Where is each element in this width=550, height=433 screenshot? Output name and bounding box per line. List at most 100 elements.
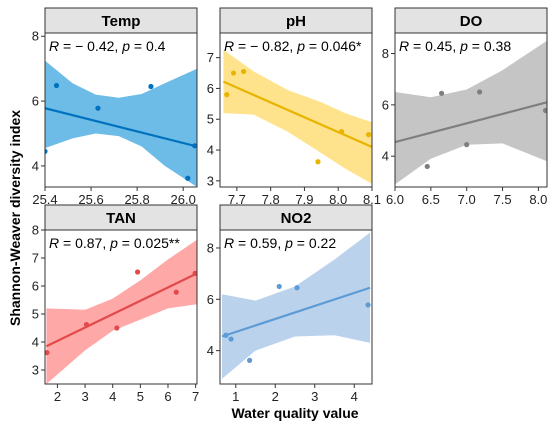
data-point [223, 332, 229, 338]
data-point [294, 285, 300, 291]
x-tick-label: 8.0 [529, 192, 547, 207]
stat-p-value: = 0.22 [293, 235, 336, 251]
panel-title: pH [286, 13, 306, 30]
data-point [134, 269, 141, 275]
y-axis-title: Shannon-Weaver diversity index [7, 110, 23, 326]
data-point [45, 148, 48, 154]
data-point [45, 350, 50, 356]
regression-line [395, 101, 547, 144]
stat-r-label: R [49, 38, 59, 54]
stat-p-value: = 0.025** [118, 235, 180, 251]
confidence-band [46, 239, 197, 384]
y-tick-label: 3 [32, 363, 39, 378]
data-point [464, 142, 470, 148]
data-point [424, 163, 430, 170]
panel-strip [44, 7, 198, 34]
data-point [365, 302, 371, 308]
panel-strip [219, 204, 373, 231]
y-tick-label: 4 [382, 149, 389, 164]
stat-annotation: R = − 0.42, p = 0.4 [49, 38, 166, 54]
x-tick-label: 7 [192, 389, 199, 404]
data-point [83, 322, 90, 328]
y-tick-label: 6 [382, 97, 389, 112]
y-tick-label: 6 [207, 81, 214, 96]
stat-annotation: R = 0.45, p = 0.38 [399, 38, 511, 54]
panel-title: NO2 [281, 210, 312, 227]
stat-annotation: R = 0.59, p = 0.22 [224, 235, 336, 251]
confidence-band [223, 49, 372, 184]
data-point [439, 90, 445, 96]
data-point [230, 70, 237, 76]
x-tick-label: 25.8 [124, 192, 149, 207]
x-tick-label: 3 [81, 389, 88, 404]
panel-do: DO R = 0.45, p = 0.38 6.0 6.5 7.0 7.5 8.0 4 6 8 [382, 7, 548, 207]
stat-r-label: R [224, 38, 234, 54]
x-tick-label: 7.8 [262, 192, 280, 207]
panel-border [219, 229, 373, 385]
regression-line [221, 286, 371, 338]
data-point [477, 89, 483, 95]
data-point [53, 82, 60, 89]
y-tick-label: 6 [32, 279, 39, 294]
x-tick-label: 4 [351, 389, 358, 404]
x-tick-label: 6 [164, 389, 171, 404]
y-tick-label: 4 [207, 343, 214, 358]
x-tick-label: 25.4 [32, 192, 57, 207]
y-tick-label: 8 [32, 223, 39, 238]
confidence-band [222, 232, 370, 379]
panel-border [394, 32, 548, 188]
x-axis-title: Water quality value [231, 405, 358, 421]
y-tick-label: 4 [32, 158, 39, 173]
data-point [315, 159, 321, 165]
x-tick-label: 7.7 [228, 192, 246, 207]
data-point [148, 83, 154, 90]
data-point [542, 107, 547, 114]
regression-line [45, 272, 197, 348]
data-point [224, 92, 230, 98]
y-tick-label: 5 [32, 307, 39, 322]
stat-annotation: R = 0.87, p = 0.025** [49, 235, 180, 251]
data-point [114, 325, 120, 331]
stat-p-value: = 0.4 [130, 38, 166, 54]
y-tick-label: 4 [207, 143, 214, 158]
x-tick-label: 3 [311, 389, 318, 404]
panel-no2: NO2 R = 0.59, p = 0.22 1 2 3 4 4 6 8 [207, 204, 373, 404]
stat-r-value: = 0.59, [234, 235, 285, 251]
stat-r-label: R [224, 235, 234, 251]
panel-strip [394, 7, 548, 34]
x-tick-label: 4 [109, 389, 116, 404]
x-tick-label: 7.5 [494, 192, 512, 207]
x-tick-label: 26.0 [171, 192, 196, 207]
panel-border [44, 229, 198, 385]
stat-p-label: p [296, 38, 305, 54]
stat-r-value: = − 0.42, [59, 38, 122, 54]
data-point [173, 289, 179, 295]
x-tick-label: 7.9 [295, 192, 313, 207]
x-tick-label: 6.0 [386, 192, 404, 207]
panel-strip [219, 7, 373, 34]
data-point [339, 128, 345, 135]
data-point [247, 357, 253, 363]
x-tick-label: 25.6 [78, 192, 103, 207]
stat-r-label: R [399, 38, 409, 54]
data-point [241, 68, 247, 75]
x-tick-label: 2 [272, 389, 279, 404]
stat-r-value: = 0.45, [409, 38, 460, 54]
data-point [185, 175, 191, 181]
confidence-band [395, 40, 547, 185]
regression-line [45, 107, 197, 148]
y-tick-label: 7 [32, 251, 39, 266]
data-point [192, 143, 197, 149]
panel-strip [44, 204, 198, 231]
x-tick-label: 5 [137, 389, 144, 404]
panel-title: TAN [106, 210, 136, 227]
data-point [366, 132, 372, 138]
stat-r-value: = 0.87, [59, 235, 110, 251]
x-tick-label: 8.1 [363, 192, 381, 207]
stat-r-value: = − 0.82, [234, 38, 297, 54]
panel-title: Temp [102, 13, 141, 30]
data-point [95, 105, 101, 111]
y-tick-label: 7 [207, 50, 214, 65]
data-point [276, 283, 282, 290]
